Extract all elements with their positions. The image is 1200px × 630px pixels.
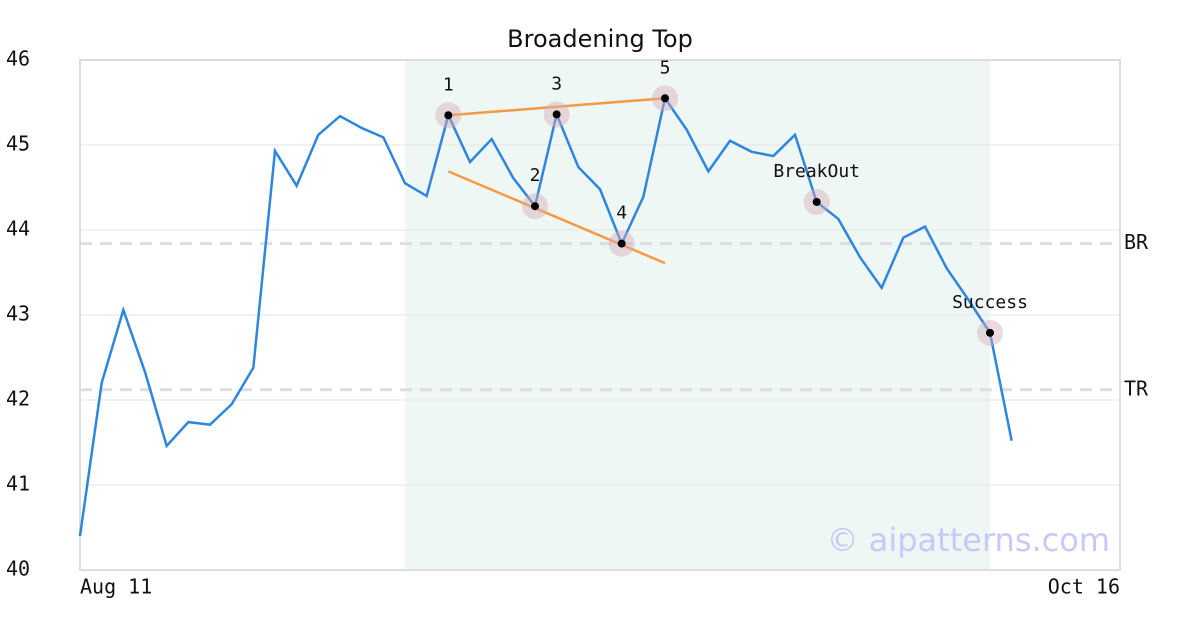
pattern-point [661,94,669,103]
pattern-point [986,328,994,337]
y-tick-label: 46 [6,47,30,71]
pattern-label: 3 [551,73,562,94]
price-line [78,95,1013,537]
y-tick-label: 42 [6,387,30,411]
pattern-point [617,239,626,248]
y-tick-label: 41 [6,472,30,496]
pattern-label: Success [952,292,1028,313]
pattern-point [552,110,561,119]
pattern-point [812,197,821,206]
y-tick-label: 45 [6,132,30,156]
y-tick-label: 44 [6,217,30,241]
chart-title: Broadening Top [507,25,693,53]
level-label: BR [1124,230,1149,254]
pattern-label: 5 [660,57,671,78]
watermark: © aipatterns.com [827,521,1110,559]
x-tick-label: Oct 16 [1048,575,1120,599]
plot-border [79,59,1121,571]
x-tick-label: Aug 11 [80,575,152,599]
y-tick-label: 40 [6,557,30,581]
pattern-point [444,111,453,120]
pattern-label: 1 [443,74,454,95]
pattern-label: 2 [530,165,541,186]
y-tick-label: 43 [6,302,30,326]
trend-line [447,170,666,265]
level-label: TR [1124,376,1149,400]
pattern-label: 4 [616,203,627,224]
trend-line [448,97,666,117]
pattern-label: BreakOut [773,161,860,182]
pattern-point [531,202,539,211]
